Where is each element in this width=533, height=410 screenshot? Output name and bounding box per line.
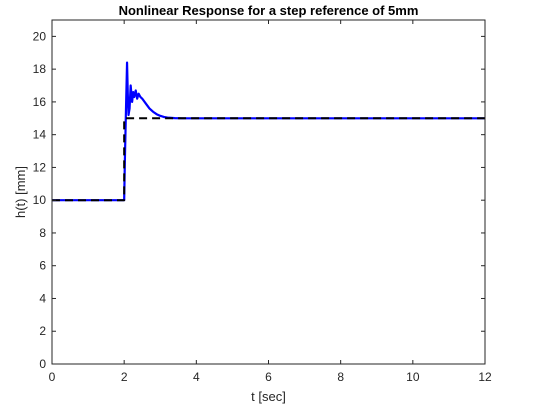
- y-tick-label: 8: [39, 226, 46, 240]
- y-tick-label: 12: [33, 160, 47, 174]
- y-tick-label: 14: [33, 128, 47, 142]
- x-tick-label: 2: [121, 370, 128, 384]
- y-tick-labels: 0 2 4 6 8 10 12 14 16 18 20: [33, 29, 47, 371]
- x-tick-labels: 0 2 4 6 8 10 12: [49, 370, 492, 384]
- y-tick-label: 18: [33, 62, 47, 76]
- chart-title: Nonlinear Response for a step reference …: [119, 3, 419, 18]
- y-tick-label: 20: [33, 29, 47, 43]
- y-tick-label: 2: [39, 324, 46, 338]
- y-axis-label: h(t) [mm]: [13, 166, 28, 218]
- axes: [51, 19, 486, 365]
- x-tick-label: 6: [265, 370, 272, 384]
- x-axis-label: t [sec]: [251, 389, 286, 404]
- y-tick-label: 16: [33, 95, 47, 109]
- y-tick-label: 4: [39, 291, 46, 305]
- x-tick-label: 12: [478, 370, 492, 384]
- x-tick-label: 8: [337, 370, 344, 384]
- x-tick-label: 10: [406, 370, 420, 384]
- y-tick-label: 6: [39, 259, 46, 273]
- x-tick-label: 0: [49, 370, 56, 384]
- series-layer: [52, 61, 485, 202]
- y-tick-label: 0: [39, 357, 46, 371]
- y-tick-label: 10: [33, 193, 47, 207]
- plot-area: [52, 20, 485, 364]
- x-tick-label: 4: [193, 370, 200, 384]
